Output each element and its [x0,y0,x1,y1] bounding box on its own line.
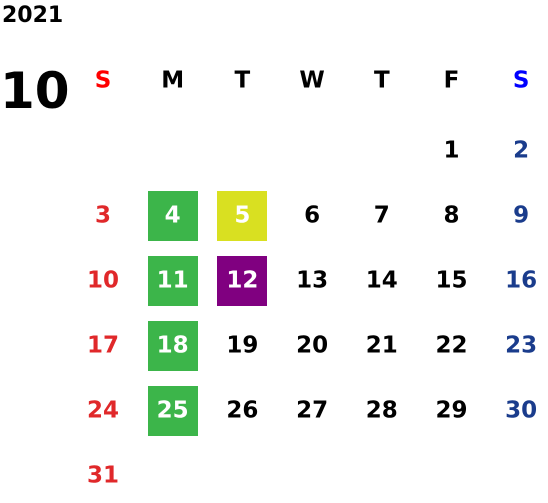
weekday-label: T [373,67,390,94]
day-number: 13 [296,267,329,294]
weekday-label: S [94,67,112,94]
day-number: 15 [435,267,468,294]
day-highlight [147,256,198,306]
day-number: 16 [505,267,538,294]
day-number: 17 [86,332,120,359]
day-number: 26 [226,397,259,424]
day-number: 24 [86,397,120,424]
day-highlight [217,191,268,241]
day-number: 3 [94,202,112,229]
day-number: 25 [156,397,189,424]
day-number: 6 [304,202,321,229]
day-number: 23 [505,332,538,359]
day-number: 22 [435,332,468,359]
month: 10 [0,62,70,120]
year: 2021 [2,3,64,28]
day-highlight [147,321,198,371]
day-number: 4 [164,202,181,229]
day-number: 20 [296,332,329,359]
day-number: 14 [365,267,398,294]
day-number: 10 [86,267,120,294]
day-number: 12 [226,267,259,294]
weekday-label: M [161,67,185,94]
day-number: 28 [365,397,398,424]
day-number: 30 [505,397,538,424]
weekday-label: F [443,67,460,94]
day-highlight [147,191,198,241]
day-number: 31 [86,462,120,489]
day-number: 9 [513,202,530,229]
weekday-label: W [299,67,325,94]
day-number: 18 [156,332,189,359]
day-number: 29 [435,397,468,424]
day-number: 5 [234,202,251,229]
weekday-label: T [234,67,251,94]
day-number: 11 [156,267,189,294]
day-number: 2 [513,137,530,164]
day-highlight [147,386,198,436]
day-highlight [217,256,268,306]
day-number: 8 [443,202,460,229]
day-number: 19 [226,332,259,359]
day-number: 21 [365,332,398,359]
day-number: 27 [296,397,329,424]
day-number: 7 [373,202,390,229]
weekday-label: S [512,67,530,94]
day-number: 1 [443,137,460,164]
